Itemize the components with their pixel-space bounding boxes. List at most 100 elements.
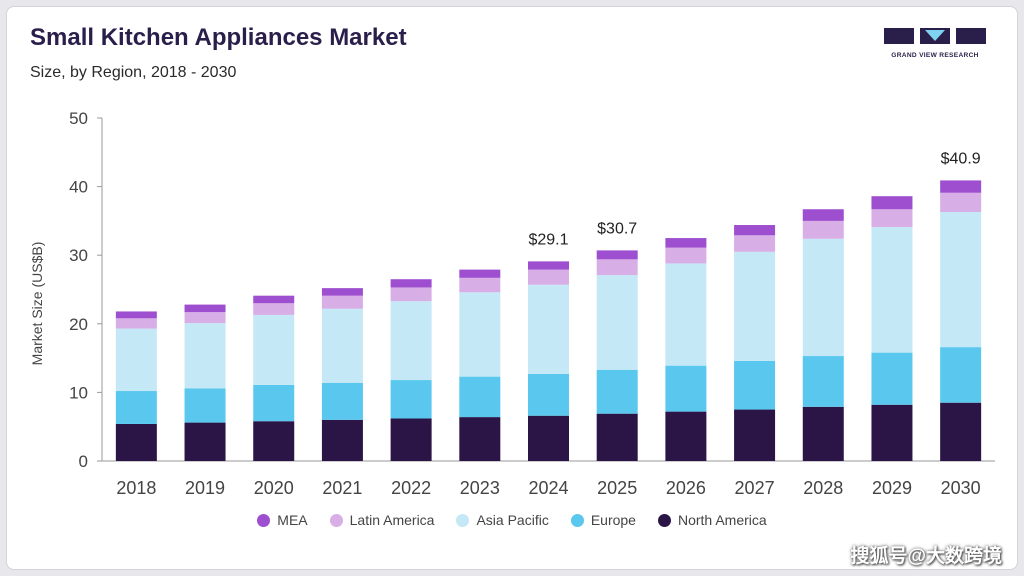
bar-segment-north-america	[390, 418, 432, 461]
bar-segment-north-america	[871, 404, 913, 461]
bar-segment-asia-pacific	[802, 238, 844, 357]
bar-segment-latin-america	[528, 269, 569, 285]
x-tick-label: 2018	[116, 478, 156, 498]
y-tick-label: 20	[69, 315, 88, 334]
bar-segment-latin-america	[321, 295, 363, 309]
bar-total-label: $30.7	[597, 220, 637, 237]
watermark: 搜狐号@大数跨境	[850, 546, 1002, 567]
bar-segment-europe	[253, 384, 295, 422]
bar-segment-latin-america	[665, 247, 707, 264]
bar-segment-mea	[459, 269, 501, 278]
legend-item-asia-pacific: Asia Pacific	[456, 512, 549, 528]
bar-segment-north-america	[802, 406, 844, 461]
x-tick-label: 2030	[941, 478, 981, 498]
bar-segment-mea	[871, 196, 913, 210]
legend-label: North America	[677, 512, 767, 528]
legend-label: MEA	[277, 512, 308, 528]
bar-segment-europe	[596, 369, 638, 414]
bar-segment-mea	[734, 225, 776, 236]
chart-subtitle: Size, by Region, 2018 - 2030	[30, 64, 237, 81]
bar-segment-north-america	[459, 417, 501, 461]
bar-segment-latin-america	[940, 192, 982, 212]
x-tick-label: 2029	[872, 478, 912, 498]
bar-segment-asia-pacific	[665, 263, 707, 366]
bar-segment-north-america	[253, 421, 295, 461]
bar-segment-asia-pacific	[734, 251, 776, 361]
bar-segment-latin-america	[871, 209, 913, 228]
bar-segment-mea	[665, 238, 707, 248]
bar-total-label: $40.9	[941, 150, 981, 167]
bar-segment-north-america	[115, 423, 157, 461]
legend-item-mea: MEA	[257, 512, 308, 528]
bar-segment-mea	[321, 288, 363, 296]
chart-title: Small Kitchen Appliances Market	[30, 24, 407, 51]
y-tick-label: 40	[69, 178, 88, 197]
bar-total-label: $29.1	[528, 231, 568, 248]
bar-segment-latin-america	[115, 318, 157, 329]
bar-segment-europe	[940, 347, 982, 403]
bar-segment-latin-america	[253, 303, 295, 315]
bar-segment-mea	[184, 304, 226, 313]
x-tick-label: 2024	[528, 478, 568, 498]
y-tick-label: 30	[69, 246, 88, 265]
bar-segment-latin-america	[390, 287, 432, 302]
bar-segment-europe	[734, 360, 776, 410]
bar-segment-north-america	[596, 413, 638, 461]
bar-segment-europe	[802, 356, 844, 407]
bar-segment-latin-america	[184, 312, 226, 324]
y-tick-label: 50	[69, 109, 88, 128]
bar-segment-latin-america	[734, 235, 776, 252]
x-tick-label: 2019	[185, 478, 225, 498]
x-tick-label: 2022	[391, 478, 431, 498]
bar-segment-north-america	[940, 402, 982, 461]
x-tick-label: 2026	[666, 478, 706, 498]
x-tick-label: 2021	[322, 478, 362, 498]
bar-segment-asia-pacific	[184, 323, 226, 389]
y-tick-label: 10	[69, 383, 88, 402]
x-tick-label: 2027	[735, 478, 775, 498]
bar-segment-mea	[940, 180, 982, 193]
bar-segment-mea	[528, 261, 569, 270]
legend-label: Europe	[590, 512, 636, 528]
legend-swatch	[570, 513, 584, 527]
legend-label: Latin America	[349, 512, 435, 528]
bar-segment-asia-pacific	[596, 275, 638, 370]
x-tick-label: 2025	[597, 478, 637, 498]
logo-text: GRAND VIEW RESEARCH	[891, 52, 978, 59]
x-tick-label: 2028	[803, 478, 843, 498]
bar-segment-europe	[115, 391, 157, 424]
bar-segment-latin-america	[802, 220, 844, 239]
grand-view-research-logo: GRAND VIEW RESEARCH	[884, 28, 986, 59]
bar-segment-asia-pacific	[528, 284, 569, 374]
y-axis-label: Market Size (US$B)	[29, 242, 45, 366]
bar-segment-europe	[528, 373, 569, 416]
bar-segment-asia-pacific	[115, 328, 157, 392]
bar-segment-north-america	[734, 409, 776, 461]
x-tick-label: 2023	[460, 478, 500, 498]
bar-segment-asia-pacific	[390, 301, 432, 381]
legend-item-north-america: North America	[657, 512, 767, 528]
bar-segment-latin-america	[459, 277, 501, 293]
bar-segment-europe	[390, 380, 432, 419]
bar-segment-north-america	[184, 422, 226, 461]
legend-swatch	[456, 513, 470, 527]
bar-segment-mea	[115, 311, 157, 319]
bar-segment-mea	[596, 250, 638, 260]
chart-legend: MEA Latin America Asia Pacific Europe North …	[0, 512, 1024, 528]
bar-segment-europe	[871, 352, 913, 405]
bar-segment-europe	[321, 382, 363, 420]
legend-swatch	[657, 513, 671, 527]
bar-segment-latin-america	[596, 259, 638, 276]
legend-swatch	[257, 513, 271, 527]
bar-segment-asia-pacific	[871, 227, 913, 353]
legend-item-europe: Europe	[570, 512, 636, 528]
legend-item-latin-america: Latin America	[329, 512, 435, 528]
bar-segment-asia-pacific	[321, 308, 363, 383]
y-tick-label: 0	[79, 452, 88, 471]
bar-segment-asia-pacific	[940, 211, 982, 348]
chart-card	[6, 6, 1018, 570]
bar-segment-north-america	[321, 419, 363, 461]
bar-segment-north-america	[665, 411, 707, 461]
bar-segment-mea	[253, 295, 295, 304]
